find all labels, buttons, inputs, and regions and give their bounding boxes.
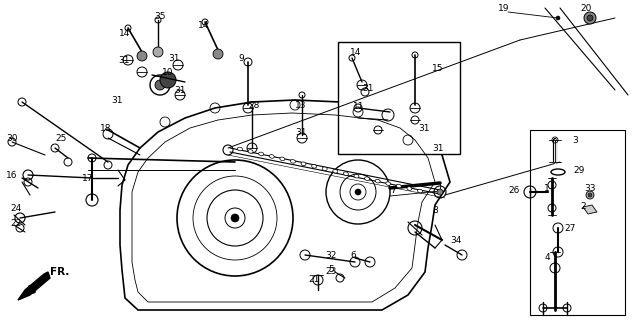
Text: 28: 28 <box>248 100 259 109</box>
Text: 26: 26 <box>508 186 520 195</box>
Circle shape <box>584 12 596 24</box>
Ellipse shape <box>291 160 295 163</box>
Ellipse shape <box>365 177 370 180</box>
Ellipse shape <box>248 150 253 153</box>
Text: 33: 33 <box>584 183 595 193</box>
Ellipse shape <box>312 164 317 168</box>
Text: 10: 10 <box>162 68 174 76</box>
Text: 4: 4 <box>545 253 550 262</box>
Text: 32: 32 <box>325 252 336 260</box>
Text: 31: 31 <box>432 143 444 153</box>
Text: 18: 18 <box>100 124 111 132</box>
Text: 16: 16 <box>6 171 18 180</box>
Polygon shape <box>120 100 450 310</box>
Text: 27: 27 <box>564 223 575 233</box>
Ellipse shape <box>269 155 274 158</box>
Text: 29: 29 <box>573 165 585 174</box>
Circle shape <box>587 15 593 21</box>
Ellipse shape <box>418 189 422 193</box>
Text: 35: 35 <box>154 12 166 20</box>
Ellipse shape <box>407 187 412 190</box>
Text: 24: 24 <box>10 204 21 212</box>
Ellipse shape <box>322 167 327 171</box>
Text: 31: 31 <box>118 55 130 65</box>
Polygon shape <box>18 272 50 300</box>
Circle shape <box>231 214 239 222</box>
Circle shape <box>355 189 361 195</box>
Polygon shape <box>583 205 597 214</box>
Text: 20: 20 <box>580 4 592 12</box>
Circle shape <box>155 80 165 90</box>
Text: 31: 31 <box>168 53 179 62</box>
Text: 2: 2 <box>580 202 586 211</box>
Circle shape <box>137 51 147 61</box>
Text: 14: 14 <box>350 47 362 57</box>
Text: 1: 1 <box>544 183 550 193</box>
Text: 30: 30 <box>6 133 18 142</box>
Text: 3: 3 <box>572 135 578 145</box>
Text: 11: 11 <box>353 101 365 110</box>
Circle shape <box>586 191 594 199</box>
Text: 25: 25 <box>55 133 66 142</box>
Text: 5: 5 <box>328 265 334 274</box>
Text: 14: 14 <box>119 28 130 37</box>
Ellipse shape <box>396 184 401 188</box>
Text: 8: 8 <box>432 205 438 214</box>
Circle shape <box>213 49 223 59</box>
Ellipse shape <box>354 174 359 178</box>
Text: 31: 31 <box>111 95 123 105</box>
Text: 31: 31 <box>418 124 430 132</box>
Circle shape <box>160 72 176 88</box>
Text: FR.: FR. <box>50 267 70 277</box>
Ellipse shape <box>301 162 306 166</box>
Text: 17: 17 <box>82 173 94 182</box>
Text: 6: 6 <box>350 252 356 260</box>
Text: 23: 23 <box>325 268 336 276</box>
Ellipse shape <box>238 147 243 151</box>
Text: 15: 15 <box>432 63 444 73</box>
Text: 31: 31 <box>174 85 186 94</box>
Ellipse shape <box>375 179 380 183</box>
Ellipse shape <box>280 157 285 161</box>
Ellipse shape <box>343 172 348 175</box>
Text: 34: 34 <box>450 236 461 244</box>
Circle shape <box>153 47 163 57</box>
Ellipse shape <box>333 169 337 173</box>
Circle shape <box>556 16 560 20</box>
Circle shape <box>588 193 592 197</box>
Ellipse shape <box>258 152 264 156</box>
Text: 14: 14 <box>198 20 209 29</box>
Text: 22: 22 <box>10 219 21 228</box>
Text: 31: 31 <box>362 84 374 92</box>
Circle shape <box>437 189 443 195</box>
Bar <box>530 130 625 315</box>
Text: 7: 7 <box>390 186 396 195</box>
Text: 13: 13 <box>295 100 307 109</box>
Text: 19: 19 <box>498 4 509 12</box>
Bar <box>338 42 460 154</box>
Ellipse shape <box>386 182 391 185</box>
Text: 31: 31 <box>295 127 307 137</box>
Text: 21: 21 <box>308 276 319 284</box>
Text: 9: 9 <box>238 53 244 62</box>
